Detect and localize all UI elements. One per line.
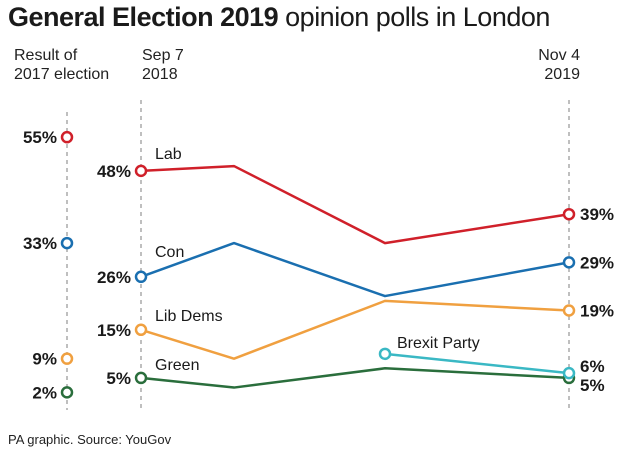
result-2017-marker-lib-dems [60, 352, 74, 365]
series-end-label-lib-dems: 19% [580, 302, 614, 321]
series-start-marker-brexit-party [378, 347, 392, 361]
series-end-marker-lab [562, 207, 576, 221]
series-start-marker-con [134, 270, 148, 284]
header-end-line1: Nov 4 [538, 47, 580, 64]
header-end-date: Nov 4 2019 [522, 46, 580, 84]
header-2017-line1: Result of [14, 47, 78, 64]
series-line-lib-dems [140, 299, 570, 360]
result-2017-label-con: 33% [23, 234, 57, 253]
series-end-marker-con [562, 256, 576, 269]
series-line-green [140, 367, 570, 389]
result-2017-marker-con [60, 236, 74, 250]
series-start-label-green: 5% [106, 369, 131, 388]
series-start-marker-green [134, 371, 148, 385]
chart-title: General Election 2019 opinion polls in L… [8, 2, 550, 33]
result-2017-label-green: 2% [32, 383, 57, 402]
series-line-lab [140, 164, 570, 245]
title-rest: opinion polls in London [285, 2, 550, 32]
title-bold: General Election 2019 [8, 2, 279, 32]
series-name-brexit-party: Brexit Party [397, 335, 480, 352]
header-start-date: Sep 7 2018 [142, 46, 184, 84]
header-start-line1: Sep 7 [142, 47, 184, 64]
series-line-brexit-party [384, 352, 570, 375]
header-start-line2: 2018 [142, 66, 178, 83]
series-end-label-green: 5% [580, 376, 605, 395]
series-name-lab: Lab [155, 146, 182, 163]
series-end-marker-brexit-party [562, 366, 576, 380]
series-end-label-lab: 39% [580, 205, 614, 224]
header-end-line2: 2019 [544, 66, 580, 83]
series-start-label-con: 26% [97, 268, 131, 287]
header-2017-line2: 2017 election [14, 66, 110, 83]
series-name-con: Con [155, 244, 184, 261]
series-name-lib-dems: Lib Dems [155, 308, 223, 325]
header-2017-result: Result of 2017 election [14, 46, 109, 84]
series-name-green: Green [155, 357, 199, 374]
series-start-label-lib-dems: 15% [97, 321, 131, 340]
series-end-label-con: 29% [580, 253, 614, 272]
series-line-con [140, 241, 570, 298]
series-start-marker-lib-dems [134, 323, 148, 337]
source-note: PA graphic. Source: YouGov [8, 432, 172, 447]
result-2017-label-lib-dems: 9% [32, 350, 57, 369]
series-start-label-lab: 48% [97, 162, 131, 181]
result-2017-marker-lab [60, 130, 74, 144]
series-start-marker-lab [134, 164, 148, 178]
series-end-marker-lib-dems [562, 304, 576, 317]
result-2017-label-lab: 55% [23, 128, 57, 147]
series-end-label-brexit-party: 6% [580, 357, 605, 376]
result-2017-marker-green [60, 386, 74, 399]
